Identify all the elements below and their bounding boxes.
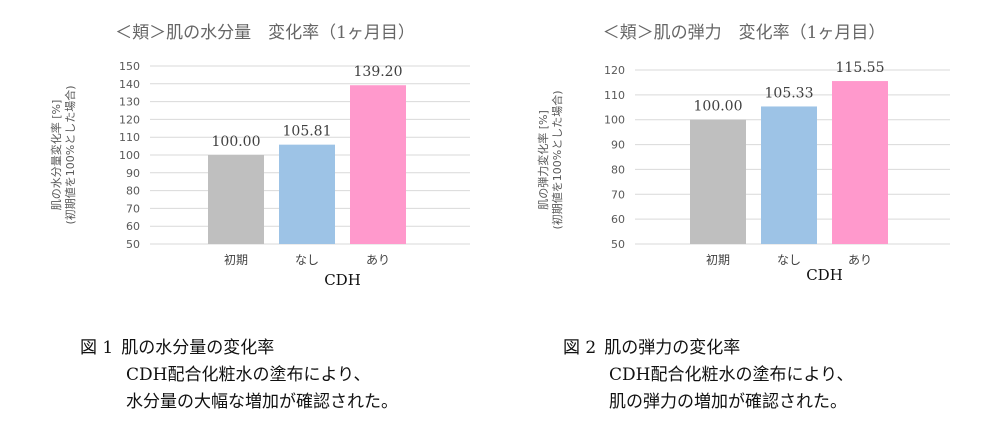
- figure-1-number: 図 1: [80, 338, 114, 358]
- chart1-ytick-label: 120: [119, 113, 140, 126]
- chart1-ytick-label: 150: [119, 60, 140, 73]
- figure-2-caption-line3: 肌の弾力の増加が確認された。: [609, 392, 847, 412]
- chart2-title: ＜頬＞肌の弾力 変化率（1ヶ月目）: [603, 23, 886, 43]
- chart2-ytick-label: 70: [611, 188, 625, 201]
- chart2-ytick-label: 100: [604, 114, 625, 127]
- figure-2-caption-line2: CDH配合化粧水の塗布により、: [609, 365, 854, 385]
- chart-elasticity: ＜頬＞肌の弾力 変化率（1ヶ月目） 50 60 70 80 90 100 110 120 肌の弾力…: [536, 23, 950, 284]
- chart2-category-label: 初期: [706, 253, 730, 267]
- figure-1-caption-line3: 水分量の大幅な増加が確認された。: [126, 392, 398, 412]
- chart1-ylabel: 肌の水分量変化率 [%] (初期値を100%とした場合): [49, 85, 77, 224]
- chart2-ytick-label: 90: [611, 139, 625, 152]
- figure-1-caption-line2: CDH配合化粧水の塗布により、: [126, 365, 371, 385]
- chart2-category-label: あり: [848, 253, 872, 267]
- chart1-category-label: 初期: [224, 253, 248, 267]
- chart2-bar-2: [761, 106, 817, 245]
- figure-2-number: 図 2: [563, 338, 597, 358]
- chart2-ytick-label: 50: [611, 238, 625, 251]
- chart1-ytick-label: 70: [126, 202, 140, 215]
- chart1-ytick-label: 130: [119, 96, 140, 109]
- chart2-ytick-label: 120: [604, 64, 625, 77]
- chart1-ytick-label: 50: [126, 238, 140, 251]
- chart1-category-label: なし: [295, 253, 319, 267]
- chart2-bar-1: [690, 119, 746, 244]
- chart1-ytick-label: 110: [119, 131, 140, 144]
- chart1-category-label: あり: [366, 253, 390, 267]
- chart2-value-label: 100.00: [694, 99, 743, 115]
- figure-1-caption: 図 1 肌の水分量の変化率 CDH配合化粧水の塗布により、 水分量の大幅な増加が確…: [80, 335, 398, 416]
- chart1-ytick-label: 90: [126, 167, 140, 180]
- chart1-xlabel: CDH: [324, 271, 361, 289]
- chart1-value-label: 139.20: [354, 64, 403, 80]
- chart2-ylabel-line1: 肌の弾力変化率 [%]: [536, 110, 550, 210]
- chart1-ylabel-line2: (初期値を100%とした場合): [63, 85, 77, 224]
- chart1-bar-3: [350, 85, 406, 244]
- figure-2-caption-title: 図 2 肌の弾力の変化率: [563, 335, 853, 362]
- chart1-title: ＜頬＞肌の水分量 変化率（1ヶ月目）: [115, 23, 415, 43]
- chart2-bar-3: [832, 81, 888, 244]
- figure-1-title: 肌の水分量の変化率: [121, 338, 275, 358]
- chart1-bar-1: [208, 155, 264, 244]
- chart1-ylabel-line1: 肌の水分量変化率 [%]: [49, 100, 63, 211]
- chart2-ylabel-line2: (初期値を100%とした場合): [550, 90, 564, 229]
- chart1-value-label: 105.81: [283, 124, 332, 140]
- chart1-ytick-label: 140: [119, 78, 140, 91]
- chart1-ytick-label: 80: [126, 185, 140, 198]
- figure-2-title: 肌の弾力の変化率: [604, 338, 741, 358]
- chart1-ytick-label: 100: [119, 149, 140, 162]
- chart2-ylabel: 肌の弾力変化率 [%] (初期値を100%とした場合): [536, 90, 564, 229]
- chart1-value-label: 100.00: [212, 134, 261, 150]
- chart2-xlabel: CDH: [806, 266, 843, 284]
- chart2-ytick-label: 80: [611, 163, 625, 176]
- chart2-category-label: なし: [777, 253, 801, 267]
- chart2-ytick-label: 110: [604, 89, 625, 102]
- chart1-ytick-label: 60: [126, 220, 140, 233]
- chart2-value-label: 105.33: [765, 85, 814, 101]
- chart2-value-label: 115.55: [836, 60, 885, 76]
- figure-2-caption: 図 2 肌の弾力の変化率 CDH配合化粧水の塗布により、 肌の弾力の増加が確認され…: [563, 335, 853, 416]
- figure-1-caption-title: 図 1 肌の水分量の変化率: [80, 335, 398, 362]
- chart2-ytick-label: 60: [611, 213, 625, 226]
- chart-water-content: ＜頬＞肌の水分量 変化率（1ヶ月目） 50 60 70 80 90 100 110 120 130…: [49, 23, 470, 289]
- chart1-bar-2: [279, 144, 335, 244]
